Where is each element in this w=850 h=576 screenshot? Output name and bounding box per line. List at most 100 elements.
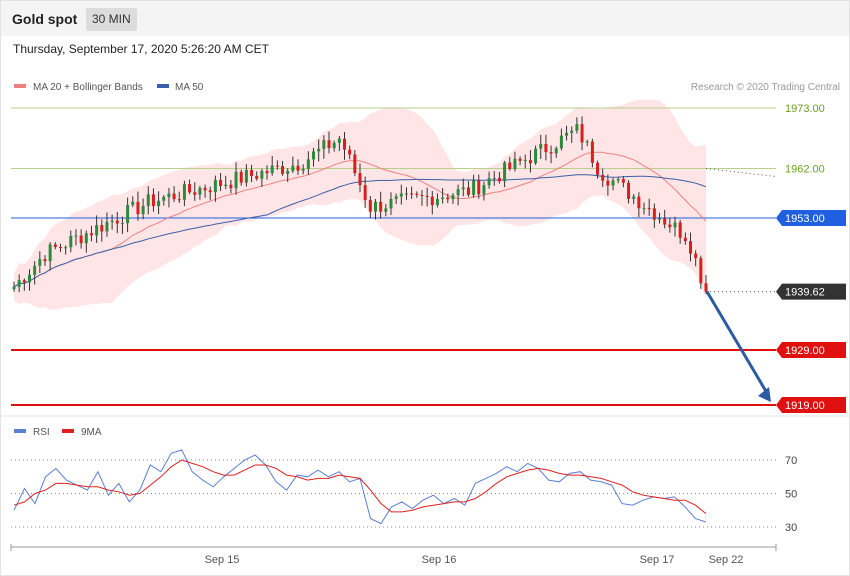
candle-body xyxy=(142,206,145,214)
candle-body xyxy=(214,180,217,192)
candle-body xyxy=(534,149,537,164)
candle-body xyxy=(601,175,604,181)
candle-body xyxy=(255,176,258,179)
rsi-ma-line xyxy=(14,460,706,514)
candle-body xyxy=(178,199,181,200)
rsi-ma-legend-label: 9MA xyxy=(81,427,102,438)
candle-body xyxy=(173,194,176,200)
candle-body xyxy=(420,195,423,196)
candle-body xyxy=(260,171,263,179)
candle-body xyxy=(503,162,506,181)
candle-body xyxy=(560,136,563,149)
candle-body xyxy=(684,238,687,241)
bollinger-band xyxy=(14,99,706,310)
rsi-legend-label: RSI xyxy=(33,427,50,438)
candle-body xyxy=(64,247,67,248)
candle-body xyxy=(591,141,594,162)
forecast-arrow xyxy=(707,292,767,393)
candle-body xyxy=(276,166,279,167)
candle-body xyxy=(49,245,52,262)
candle-body xyxy=(348,150,351,155)
candle-body xyxy=(338,139,341,143)
candle-body xyxy=(307,159,310,169)
candle-body xyxy=(229,185,232,188)
candle-body xyxy=(162,197,165,201)
candle-body xyxy=(266,171,269,173)
candle-body xyxy=(513,159,516,169)
candle-body xyxy=(250,170,253,176)
candle-body xyxy=(519,159,522,161)
candle-body xyxy=(467,187,470,194)
candle-body xyxy=(359,173,362,185)
candle-body xyxy=(612,180,615,185)
candle-body xyxy=(627,183,630,199)
candle-body xyxy=(498,178,501,181)
candle-body xyxy=(353,154,356,173)
candle-body xyxy=(648,208,651,209)
candle-body xyxy=(389,199,392,209)
candle-body xyxy=(28,275,31,283)
candle-body xyxy=(198,188,201,195)
candle-body xyxy=(586,141,589,142)
candle-body xyxy=(183,184,186,200)
candle-body xyxy=(167,194,170,197)
rsi-tick-50: 50 xyxy=(785,489,797,501)
candle-body xyxy=(565,133,568,136)
rsi-ma-legend-swatch xyxy=(62,429,74,433)
price-tag-1939.62: 1939.62 xyxy=(785,287,825,299)
candle-body xyxy=(694,254,697,259)
candle-body xyxy=(152,194,155,206)
x-tick-sep-15: Sep 15 xyxy=(205,554,240,566)
candle-body xyxy=(328,140,331,148)
candle-body xyxy=(493,178,496,179)
candle-body xyxy=(395,196,398,198)
x-tick-sep-16: Sep 16 xyxy=(422,554,457,566)
candle-body xyxy=(441,198,444,199)
candle-body xyxy=(488,178,491,185)
price-tag-1953.00: 1953.00 xyxy=(785,213,825,225)
candle-body xyxy=(668,225,671,228)
candle-body xyxy=(653,208,656,219)
candle-body xyxy=(69,236,72,247)
candle-body xyxy=(302,169,305,171)
candle-body xyxy=(136,202,139,214)
candle-body xyxy=(13,287,16,289)
rsi-legend-swatch xyxy=(14,429,26,433)
candle-body xyxy=(116,221,119,224)
candle-body xyxy=(286,171,289,174)
candle-body xyxy=(705,283,708,291)
candle-body xyxy=(193,192,196,194)
ma50-legend-swatch xyxy=(157,84,169,88)
candle-body xyxy=(632,197,635,199)
candle-body xyxy=(85,233,88,243)
candle-body xyxy=(364,185,367,200)
candle-body xyxy=(663,218,666,224)
rsi-tick-30: 30 xyxy=(785,522,797,534)
ma20-legend-label: MA 20 + Bollinger Bands xyxy=(33,82,143,93)
rsi-line xyxy=(14,450,706,524)
price-tag-1919.00: 1919.00 xyxy=(785,400,825,412)
candle-body xyxy=(245,170,248,183)
candle-body xyxy=(121,223,124,224)
candle-body xyxy=(312,151,315,159)
candle-body xyxy=(606,181,609,186)
candle-body xyxy=(157,201,160,206)
candle-body xyxy=(472,180,475,194)
candle-body xyxy=(317,149,320,152)
candle-body xyxy=(126,205,129,223)
candle-body xyxy=(374,202,377,212)
candle-body xyxy=(400,194,403,197)
candle-body xyxy=(235,172,238,188)
x-tick-sep-22: Sep 22 xyxy=(709,554,744,566)
candle-body xyxy=(570,131,573,133)
price-tag-1973.00: 1973.00 xyxy=(785,103,825,115)
candle-body xyxy=(297,166,300,171)
candle-body xyxy=(436,199,439,205)
candle-body xyxy=(384,208,387,211)
candle-body xyxy=(575,124,578,131)
candle-body xyxy=(33,266,36,275)
candle-body xyxy=(240,172,243,183)
candle-body xyxy=(699,258,702,283)
candle-body xyxy=(477,180,480,194)
